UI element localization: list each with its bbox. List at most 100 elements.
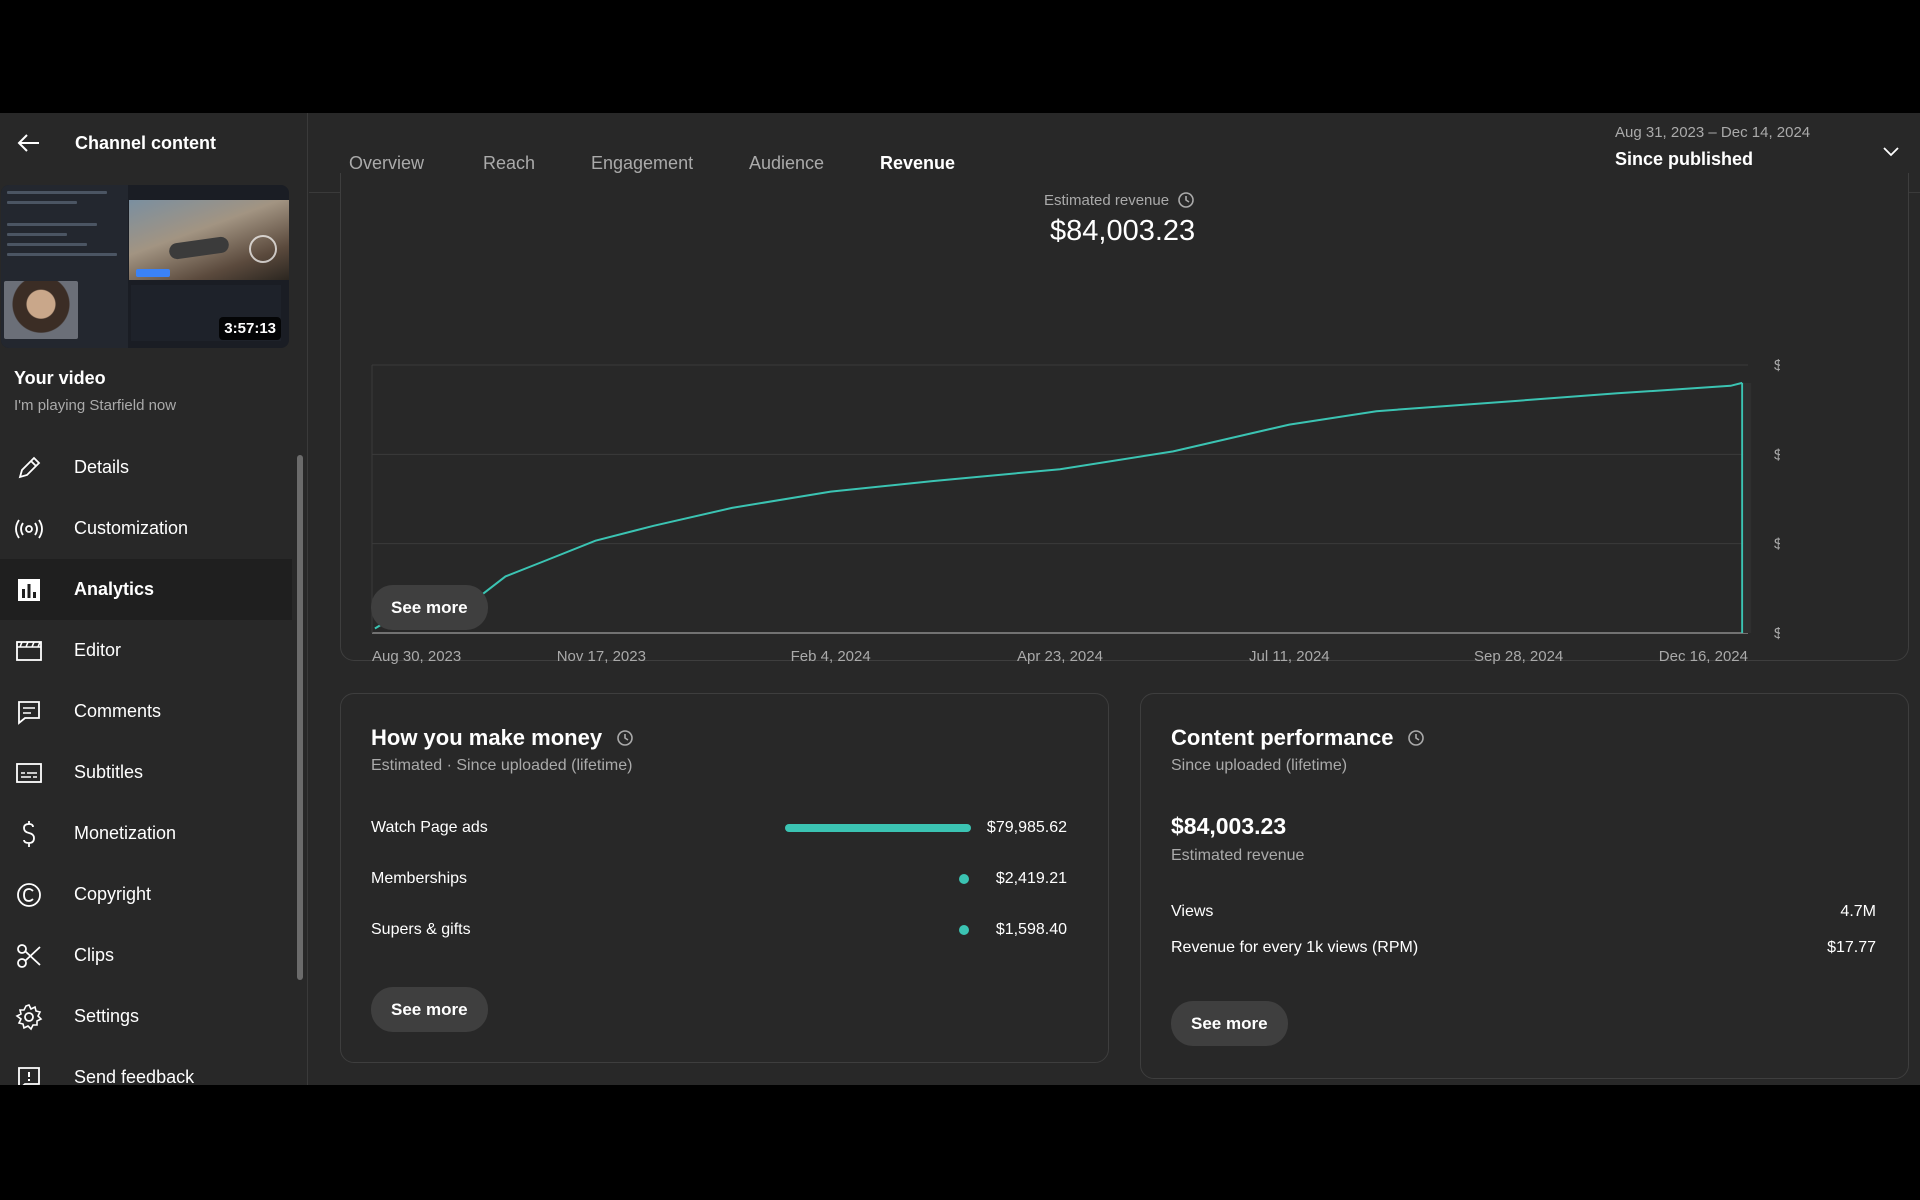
revenue-source-bar bbox=[785, 824, 971, 832]
perf-row-value: $17.77 bbox=[1827, 939, 1876, 956]
estimated-revenue-header: Estimated revenue bbox=[1044, 191, 1195, 209]
clapperboard-icon bbox=[14, 636, 44, 666]
revenue-series-line bbox=[374, 381, 1743, 630]
sidebar: Channel content 3:57:13 Your video I'm p… bbox=[0, 113, 308, 1085]
sidebar-item-label: Comments bbox=[74, 701, 162, 721]
thumbnail-webcam bbox=[4, 281, 78, 339]
sidebar-item-label: Analytics bbox=[74, 579, 155, 599]
sidebar-item-label: Customization bbox=[74, 518, 189, 538]
perf-row-label: Revenue for every 1k views (RPM) bbox=[1171, 939, 1419, 956]
perf-revenue-value: $84,003.23 bbox=[1171, 813, 1287, 839]
sidebar-item-label: Send feedback bbox=[74, 1067, 195, 1085]
clock-icon[interactable] bbox=[1177, 191, 1195, 209]
perf-card-title-row: Content performance bbox=[1171, 725, 1425, 751]
tab-engagement[interactable]: Engagement bbox=[591, 153, 694, 173]
sidebar-nav: Details Customization Analytics Editor bbox=[0, 437, 292, 1085]
money-card-title-row: How you make money bbox=[371, 725, 634, 751]
dollar-icon bbox=[14, 819, 44, 849]
thumbnail-starfield-art bbox=[129, 200, 289, 280]
duration-badge: 3:57:13 bbox=[219, 317, 281, 340]
sidebar-title: Channel content bbox=[75, 132, 217, 153]
video-thumbnail[interactable]: 3:57:13 bbox=[1, 185, 289, 348]
sidebar-item-label: Details bbox=[74, 457, 130, 477]
revenue-source-dot bbox=[959, 925, 969, 935]
perf-see-more-button[interactable]: See more bbox=[1171, 1001, 1288, 1046]
sidebar-item-send-feedback[interactable]: Send feedback bbox=[0, 1047, 292, 1085]
date-range-label: Since published bbox=[1615, 149, 1754, 169]
estimated-revenue-label: Estimated revenue bbox=[1044, 191, 1170, 209]
sidebar-item-clips[interactable]: Clips bbox=[0, 925, 292, 986]
feedback-icon bbox=[14, 1063, 44, 1085]
x-tick-label: Apr 23, 2024 bbox=[1017, 648, 1103, 665]
sidebar-item-label: Subtitles bbox=[74, 762, 144, 782]
broadcast-icon bbox=[14, 514, 44, 544]
sidebar-item-subtitles[interactable]: Subtitles bbox=[0, 742, 292, 803]
perf-card-subtitle: Since uploaded (lifetime) bbox=[1171, 757, 1348, 774]
sidebar-item-customization[interactable]: Customization bbox=[0, 498, 292, 559]
copyright-icon bbox=[14, 880, 44, 910]
money-row-label: Memberships bbox=[371, 870, 468, 887]
money-row-label: Supers & gifts bbox=[371, 921, 471, 938]
money-card-subtitle: Estimated · Since uploaded (lifetime) bbox=[371, 757, 633, 774]
subtitles-icon bbox=[14, 758, 44, 788]
sidebar-header: Channel content bbox=[0, 113, 307, 173]
video-title: I'm playing Starfield now bbox=[14, 397, 177, 414]
date-range-text: Aug 31, 2023 – Dec 14, 2024 bbox=[1615, 124, 1811, 141]
sidebar-scrollbar[interactable] bbox=[297, 455, 303, 980]
sidebar-item-label: Clips bbox=[74, 945, 115, 965]
back-arrow-icon[interactable] bbox=[16, 130, 42, 156]
y-tick-label: $30,000.00 bbox=[1774, 536, 1780, 553]
clock-icon[interactable] bbox=[616, 729, 634, 747]
sidebar-item-comments[interactable]: Comments bbox=[0, 681, 292, 742]
bar-chart-icon bbox=[14, 575, 44, 605]
sidebar-item-copyright[interactable]: Copyright bbox=[0, 864, 292, 925]
scissors-icon bbox=[14, 941, 44, 971]
revenue-source-dot bbox=[959, 874, 969, 884]
chart-see-more-button[interactable]: See more bbox=[371, 585, 488, 630]
gear-icon bbox=[14, 1002, 44, 1032]
x-tick-label: Jul 11, 2024 bbox=[1249, 648, 1330, 665]
perf-row-value: 4.7M bbox=[1840, 903, 1876, 920]
your-video-label: Your video bbox=[14, 368, 106, 388]
estimated-revenue-value: $84,003.23 bbox=[1050, 215, 1196, 247]
money-row-value: $1,598.40 bbox=[995, 921, 1067, 938]
pencil-icon bbox=[14, 453, 44, 483]
money-see-more-button[interactable]: See more bbox=[371, 987, 488, 1032]
series-end-shade bbox=[1743, 382, 1752, 633]
sidebar-item-label: Editor bbox=[74, 640, 122, 660]
date-range-dropdown[interactable]: Aug 31, 2023 – Dec 14, 2024 Since publis… bbox=[1615, 121, 1905, 181]
perf-row-label: Views bbox=[1171, 903, 1214, 920]
revenue-line-chart[interactable]: $90,000.00 $60,000.00 $30,000.00 $0.00 Aug 3… bbox=[360, 343, 1780, 683]
money-row-value: $2,419.21 bbox=[995, 870, 1067, 887]
x-tick-label: Nov 17, 2023 bbox=[557, 648, 646, 665]
sidebar-item-editor[interactable]: Editor bbox=[0, 620, 292, 681]
sidebar-item-analytics[interactable]: Analytics bbox=[0, 559, 292, 620]
money-row-label: Watch Page ads bbox=[371, 819, 488, 836]
sidebar-item-monetization[interactable]: Monetization bbox=[0, 803, 292, 864]
x-tick-label: Dec 16, 2024 bbox=[1659, 648, 1748, 665]
tab-reach[interactable]: Reach bbox=[483, 153, 536, 173]
y-tick-label: $90,000.00 bbox=[1774, 357, 1780, 374]
money-row-value: $79,985.62 bbox=[986, 819, 1067, 836]
perf-revenue-label: Estimated revenue bbox=[1171, 847, 1305, 864]
sidebar-item-label: Monetization bbox=[74, 823, 177, 843]
studio-app: Channel content 3:57:13 Your video I'm p… bbox=[0, 113, 1920, 1085]
sidebar-item-settings[interactable]: Settings bbox=[0, 986, 292, 1047]
money-card-title: How you make money bbox=[371, 725, 603, 750]
sidebar-item-label: Settings bbox=[74, 1006, 140, 1026]
chevron-down-icon bbox=[1883, 147, 1899, 157]
tab-revenue[interactable]: Revenue bbox=[880, 153, 956, 173]
comment-icon bbox=[14, 697, 44, 727]
y-tick-label: $0.00 bbox=[1774, 625, 1780, 642]
sidebar-item-details[interactable]: Details bbox=[0, 437, 292, 498]
sidebar-item-label: Copyright bbox=[74, 884, 152, 904]
x-tick-label: Aug 30, 2023 bbox=[372, 648, 461, 665]
clock-icon[interactable] bbox=[1407, 729, 1425, 747]
perf-card-title: Content performance bbox=[1171, 725, 1394, 750]
x-tick-label: Feb 4, 2024 bbox=[791, 648, 871, 665]
x-tick-label: Sep 28, 2024 bbox=[1474, 648, 1563, 665]
y-tick-label: $60,000.00 bbox=[1774, 446, 1780, 463]
tab-overview[interactable]: Overview bbox=[349, 153, 425, 173]
revenue-chart-card bbox=[340, 173, 1909, 661]
tab-audience[interactable]: Audience bbox=[749, 153, 825, 173]
